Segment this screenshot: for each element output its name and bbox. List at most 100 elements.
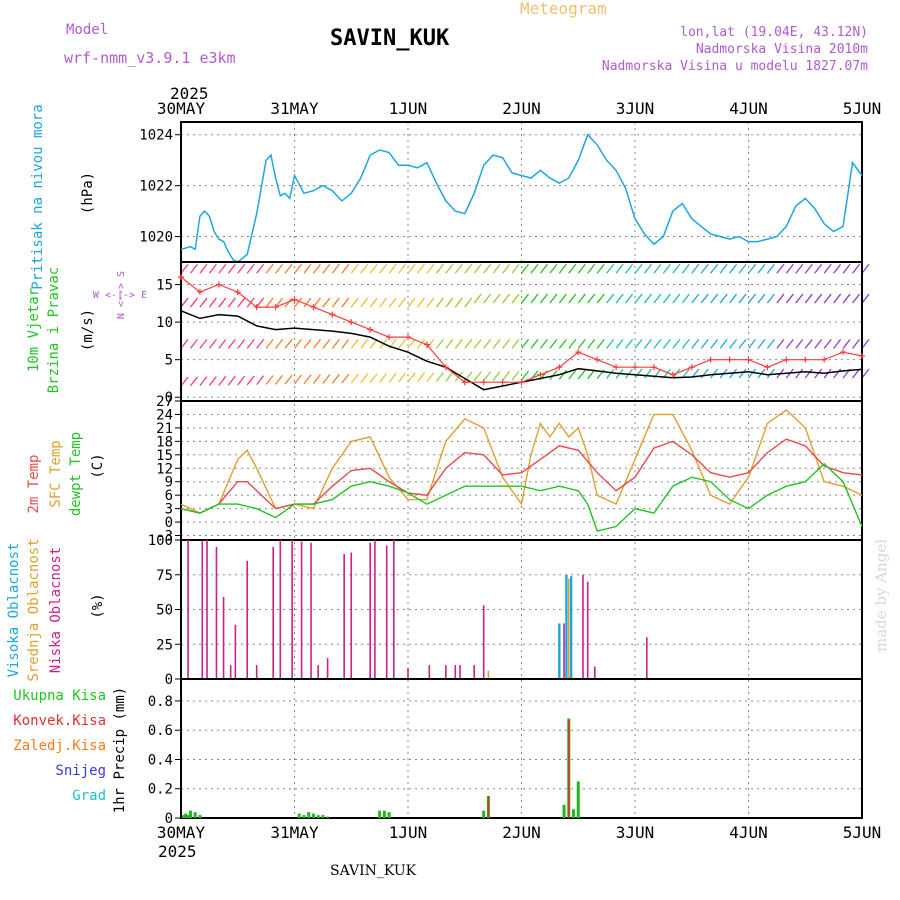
wind-barb [284,263,293,274]
wind-barb [823,263,832,274]
wind-barb [331,263,340,274]
wind-barb [492,263,501,274]
wind-barb [861,368,870,379]
wind-barb [398,339,407,349]
gust-marker [594,356,601,363]
gust-marker [367,326,374,333]
wind-barb [208,376,217,386]
wind-barb [719,263,728,274]
gust-marker [650,364,657,371]
precip-y-tick-label: 0.6 [148,723,173,739]
wind-barb [426,263,435,274]
gust-marker [556,364,563,371]
wind-barb [681,339,690,349]
wind-barb [256,263,265,274]
wind-barb [407,297,416,308]
precip-ylabel-2: Konvek.Kisa [13,713,106,729]
wind-barb [227,263,236,274]
low-cloud-bar [428,665,431,679]
wind-barb [416,339,425,349]
wind-barb [861,263,870,274]
wind-barb [322,263,331,274]
wind-barb [634,339,643,349]
wind-barb [842,339,851,349]
wind-barb [341,373,350,384]
wind-barb [700,339,709,349]
temp-ylabel-3: dewpt Temp [68,432,84,516]
wind-barb [426,297,435,308]
wind-barb [369,263,378,274]
total-precip-bar [302,815,306,818]
wind-barb [577,369,586,380]
temp-ylabel-1: 2m Temp [26,454,42,513]
wind-barb [218,339,227,349]
wind-barb [331,373,340,384]
low-cloud-bar [646,637,648,679]
pressure-y-tick-label: 1024 [139,128,173,144]
wind-barb [757,293,766,304]
wind-barb [473,371,482,382]
wind-barb [284,374,293,385]
wind-barb [435,339,444,349]
wind-barb [549,370,558,380]
wind-barb [653,339,662,349]
x-tick-label-bottom: 2JUN [502,823,541,842]
total-precip-bar [326,816,330,818]
wind-barb [360,263,369,274]
low-cloud-bar [317,665,319,679]
x-tick-label-top: 31MAY [270,99,319,118]
meteogram-title: Meteogram [520,0,607,18]
wind-barb [237,297,246,308]
low-cloud-bar [291,540,293,679]
wind-barb [842,263,851,274]
wind-barb [700,368,709,379]
wind-barb [208,339,217,349]
wind-barb [776,339,785,349]
cloud-y-tick-label: 75 [156,568,173,584]
gust-marker [840,349,847,356]
wind-barb [360,297,369,308]
gust-marker [291,296,298,303]
altitude-label: Nadmorska Visina 2010m [696,42,868,57]
wind-barb [237,339,246,349]
wind-barb [407,372,416,383]
high-cloud-bar [565,574,568,679]
gust-marker [386,334,393,341]
mid-cloud-bar [487,670,490,679]
total-precip-bar [184,813,188,818]
low-cloud-bar [246,560,249,679]
precip-unit: 1hr Precip (mm) [112,687,128,813]
wind-barb [265,297,274,308]
gust-marker [329,311,336,318]
x-tick-label-bottom: 4JUN [729,823,768,842]
wind-barb [662,263,671,274]
wind-barb [445,297,454,308]
wind-barb [766,339,775,349]
wind-barb [189,339,198,349]
temp-y-tick-label: 9 [165,475,173,491]
low-cloud-bar [229,665,232,679]
wind-barb [502,370,511,381]
wind-barb [454,371,463,382]
wind-barb [700,263,709,274]
gust-marker [234,289,241,296]
wind-barb [558,263,567,274]
wind-barb [369,373,378,384]
low-cloud-bar [445,665,447,679]
wind-barb [520,339,530,349]
dewpoint-line [180,462,863,532]
wind-barb [776,263,785,274]
wind-barb [208,297,217,308]
total-precip-bar [382,810,386,818]
wind-barb [681,293,690,304]
low-cloud-bar [482,605,485,679]
wind-barb [710,339,719,349]
wind-barb [662,293,671,304]
wind-y-tick-label: 15 [156,278,173,294]
low-cloud-bar [215,546,218,679]
wind-barb [643,263,652,274]
temp-y-tick-label: 21 [156,421,173,437]
wind-barb [634,263,643,274]
wind-barb [426,339,435,349]
wind-barb [246,263,255,274]
